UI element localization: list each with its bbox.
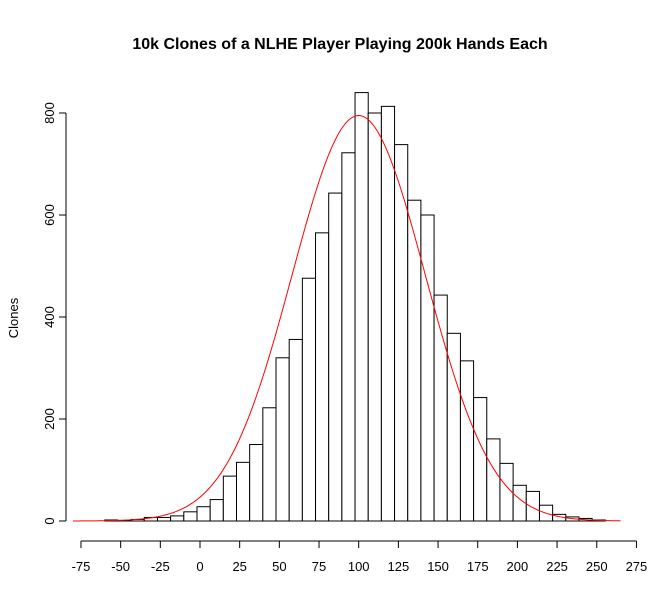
histogram-bar — [262, 407, 277, 522]
histogram-bars — [104, 92, 606, 522]
x-axis: -75 -50 -25 0 25 50 75 100 125 150 175 200 225 250 275 — [72, 540, 648, 574]
histogram-bar — [473, 397, 488, 522]
x-tick-label: 275 — [626, 559, 648, 574]
histogram-bar — [315, 232, 330, 522]
x-tick-label: 225 — [546, 559, 568, 574]
y-tick-label: 0 — [42, 517, 57, 524]
histogram-bar — [275, 357, 290, 522]
x-tick-label: 0 — [196, 559, 203, 574]
y-axis: 0 200 400 600 800 — [42, 102, 67, 525]
y-tick-label: 800 — [42, 102, 57, 124]
x-tick-label: 250 — [586, 559, 608, 574]
histogram-bar — [420, 214, 435, 522]
x-tick-label: 75 — [312, 559, 326, 574]
histogram-bar — [222, 475, 238, 522]
histogram-bar — [249, 444, 264, 522]
x-tick-label: 200 — [507, 559, 529, 574]
x-tick-label: -25 — [151, 559, 170, 574]
histogram-bar — [525, 490, 540, 522]
histogram-bar — [367, 112, 382, 522]
x-tick-label: 175 — [467, 559, 489, 574]
histogram-bar — [341, 152, 356, 522]
histogram-bar — [156, 516, 172, 522]
histogram-bar — [407, 199, 422, 522]
histogram-bar — [209, 499, 224, 522]
x-tick-label: -75 — [72, 559, 91, 574]
histogram-bar — [380, 105, 396, 522]
x-tick-label: 125 — [388, 559, 410, 574]
x-tick-label: 150 — [427, 559, 449, 574]
histogram-bar — [459, 360, 475, 522]
histogram-bar — [236, 461, 251, 522]
y-tick-label: 600 — [42, 204, 57, 226]
histogram-bar — [196, 506, 211, 522]
histogram-bar — [328, 192, 343, 522]
histogram-bar — [354, 92, 369, 522]
histogram-bar — [170, 515, 185, 522]
x-tick-label: 100 — [348, 559, 370, 574]
histogram-bar — [499, 462, 514, 522]
histogram-bar — [394, 144, 409, 522]
x-tick-label: 25 — [232, 559, 246, 574]
x-tick-label: 50 — [272, 559, 286, 574]
y-tick-label: 200 — [42, 408, 57, 430]
density-curve — [73, 115, 621, 522]
histogram-bar — [486, 438, 501, 522]
histogram-bar — [512, 484, 527, 522]
histogram-bar — [183, 511, 198, 522]
y-tick-label: 400 — [42, 306, 57, 328]
x-tick-label: -50 — [111, 559, 130, 574]
y-axis-label: Clones — [6, 297, 21, 338]
histogram-bar — [288, 338, 303, 522]
chart-title: 10k Clones of a NLHE Player Playing 200k… — [132, 36, 547, 53]
histogram-bar — [301, 277, 317, 522]
